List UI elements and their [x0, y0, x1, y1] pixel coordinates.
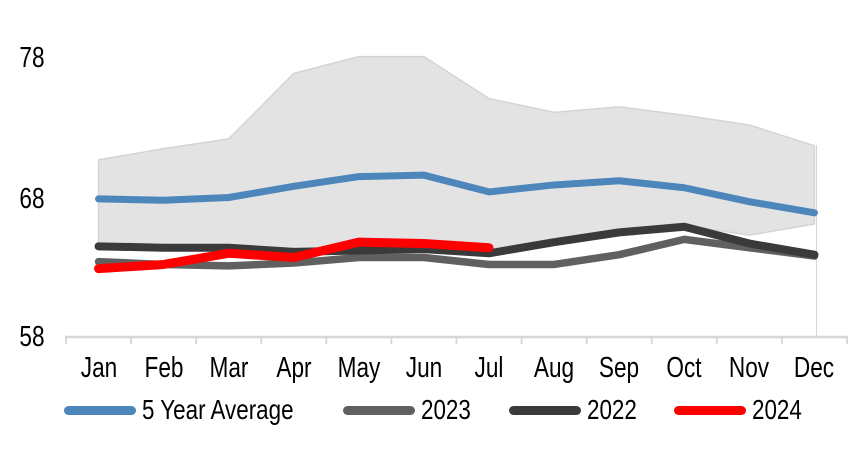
x-tick-label: Jul: [474, 352, 504, 384]
legend-label: 2023: [421, 394, 471, 425]
x-tick-label: Mar: [209, 352, 249, 384]
x-tick-label: Feb: [144, 352, 184, 384]
x-tick-label: Jan: [80, 352, 117, 384]
legend-item-2024: 2024: [674, 395, 814, 425]
legend-item-2022: 2022: [509, 395, 649, 425]
y-tick-label: 58: [19, 321, 45, 353]
legend-swatch-2023: [343, 405, 415, 415]
x-tick-label: Aug: [533, 352, 575, 384]
y-tick-label: 68: [19, 183, 45, 215]
legend-label: 2024: [752, 394, 802, 425]
legend-swatch-2024: [674, 405, 746, 415]
legend-item-2023: 2023: [343, 395, 483, 425]
x-tick-label: Nov: [729, 352, 770, 384]
legend-label: 2022: [587, 394, 637, 425]
legend-swatch-2022: [509, 405, 581, 415]
x-tick-label: May: [337, 352, 381, 384]
x-tick-label: Sep: [599, 352, 640, 384]
legend-swatch-5-year-average: [64, 405, 136, 415]
x-tick-label: Apr: [276, 352, 312, 384]
y-tick-label: 78: [19, 42, 45, 74]
legend-label: 5 Year Average: [142, 394, 294, 425]
x-tick-label: Jun: [405, 352, 443, 384]
x-tick-label: Oct: [666, 352, 702, 384]
x-tick-label: Dec: [794, 352, 835, 384]
legend-item-5-year-average: 5 Year Average: [64, 395, 331, 425]
